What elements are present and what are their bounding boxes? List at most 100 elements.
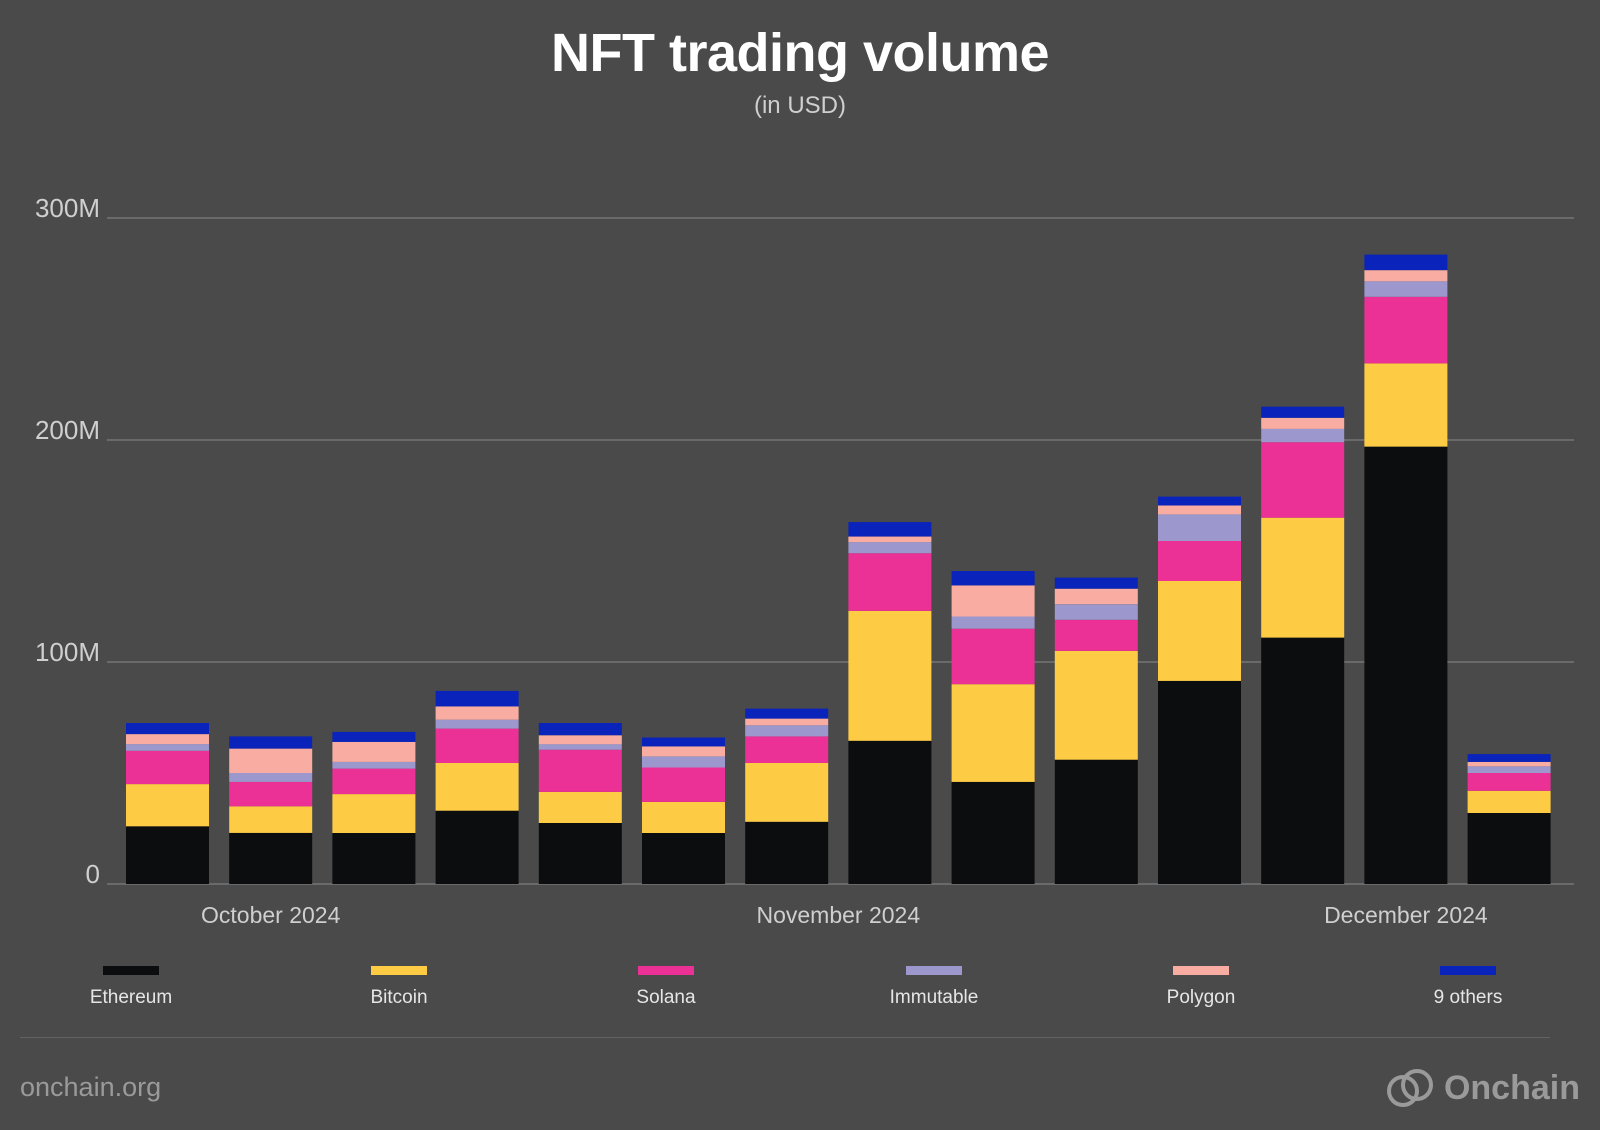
bar-segment-immutable (848, 542, 932, 554)
bar-segment-immutable (1467, 766, 1551, 773)
y-tick-label: 100M (35, 637, 100, 667)
bar-segment-9-others (229, 736, 313, 749)
bar-segment-immutable (951, 616, 1035, 629)
legend-item-bitcoin: Bitcoin (309, 966, 489, 1009)
bar-segment-polygon (1261, 417, 1345, 429)
chart-subtitle: (in USD) (753, 92, 846, 119)
y-tick-label: 300M (35, 193, 100, 223)
bar-segment-polygon (1364, 270, 1448, 282)
legend: Ethereum Bitcoin Solana Immutable Polygo… (45, 966, 1585, 1026)
bar-segment-immutable (435, 719, 519, 729)
bar-segment-solana (1467, 773, 1551, 791)
bar-segment-bitcoin (435, 763, 519, 811)
bar-segment-bitcoin (951, 684, 1035, 782)
bar-segment-bitcoin (848, 610, 932, 741)
bar-segment-bitcoin (229, 806, 313, 833)
bar-segment-solana (1054, 619, 1138, 651)
bar-segment-ethereum (1054, 759, 1138, 884)
bar-segment-polygon (951, 585, 1035, 617)
bar-segment-solana (951, 628, 1035, 685)
bar-segment-9-others (1261, 406, 1345, 418)
bar-segment-9-others (1158, 496, 1241, 506)
bar-segment-bitcoin (642, 801, 725, 833)
bar-segment-polygon (745, 718, 829, 726)
bar-segment-immutable (332, 761, 416, 769)
y-tick-label: 200M (35, 415, 100, 445)
bar-segment-solana (435, 728, 519, 763)
bar-segment-ethereum (229, 832, 313, 884)
bar-segment-polygon (642, 746, 725, 757)
source-text[interactable]: onchain.org (20, 1072, 162, 1102)
bar-segment-bitcoin (1364, 363, 1448, 447)
bar-segment-solana (642, 767, 725, 802)
legend-label-immutable: Immutable (889, 987, 979, 1008)
bar-segment-9-others (745, 708, 829, 719)
x-axis-label: December 2024 (1324, 902, 1488, 928)
bar-segment-bitcoin (126, 784, 209, 827)
bar-segment-9-others (332, 731, 416, 742)
brand-name: Onchain (1443, 1068, 1580, 1107)
bar-segment-9-others (538, 723, 622, 736)
bar-segment-polygon (126, 734, 209, 745)
footer-divider (20, 1037, 1550, 1038)
bar-segment-immutable (1261, 428, 1345, 443)
legend-swatch-bitcoin (371, 966, 427, 975)
bar-segment-polygon (848, 536, 932, 543)
x-axis-label: November 2024 (756, 902, 920, 928)
bar-segment-immutable (1364, 281, 1448, 297)
legend-label-bitcoin: Bitcoin (370, 987, 428, 1008)
bar-segment-ethereum (332, 832, 416, 884)
bar-segment-bitcoin (1467, 790, 1551, 813)
bar-segment-9-others (1467, 754, 1551, 762)
bar-segment-immutable (126, 744, 209, 751)
legend-item-ethereum: Ethereum (41, 966, 221, 1009)
bar-segment-9-others (1054, 577, 1138, 589)
y-tick-label: 0 (86, 859, 100, 889)
bar-segment-solana (745, 736, 829, 763)
bar-segment-solana (126, 750, 209, 785)
bar-segment-ethereum (1261, 637, 1345, 884)
bar-segment-solana (332, 768, 416, 795)
onchain-logo-icon (1386, 1069, 1433, 1107)
bar-segment-ethereum (642, 832, 725, 884)
bar-segment-immutable (229, 773, 313, 782)
legend-label-ethereum: Ethereum (89, 987, 173, 1008)
bar-segment-bitcoin (538, 791, 622, 823)
bar-segment-polygon (229, 748, 313, 773)
bar-segment-ethereum (1467, 813, 1551, 884)
bar-segment-polygon (1467, 761, 1551, 767)
legend-item-polygon: Polygon (1111, 966, 1291, 1009)
bar-segment-ethereum (435, 810, 519, 884)
legend-label-9-others: 9 others (1433, 987, 1503, 1008)
bar-segment-bitcoin (1054, 650, 1138, 760)
bar-segment-bitcoin (332, 794, 416, 833)
bar-segment-immutable (1054, 604, 1138, 620)
bar-segment-solana (1261, 442, 1345, 518)
x-axis-label: October 2024 (201, 902, 341, 928)
bar-segment-9-others (126, 723, 209, 735)
bar-segment-9-others (642, 737, 725, 747)
bar-segment-polygon (538, 735, 622, 745)
legend-item-solana: Solana (576, 966, 756, 1009)
bar-segment-immutable (538, 744, 622, 750)
bar-segment-solana (1364, 296, 1448, 364)
bar-segment-polygon (1054, 588, 1138, 605)
bar-segment-ethereum (1364, 446, 1448, 884)
bar-segment-bitcoin (1158, 581, 1241, 681)
legend-swatch-ethereum (103, 966, 159, 975)
bar-segment-solana (538, 749, 622, 792)
bar-segment-9-others (951, 571, 1035, 586)
chart-title: NFT trading volume (550, 23, 1050, 83)
bar-segment-immutable (642, 756, 725, 768)
legend-label-polygon: Polygon (1166, 987, 1236, 1008)
bar-segment-ethereum (848, 740, 932, 884)
bar-segment-ethereum (126, 826, 209, 884)
bar-segment-9-others (435, 690, 519, 707)
bar-segment-polygon (1158, 505, 1241, 515)
bar-segment-ethereum (1158, 680, 1241, 884)
bar-segment-polygon (435, 706, 519, 720)
legend-swatch-9-others (1440, 966, 1496, 975)
legend-swatch-polygon (1173, 966, 1229, 975)
stacked-bar-chart: 0 100M 200M 300M October 2024 November 2024 De… (35, 193, 1574, 928)
legend-item-9-others: 9 others (1378, 966, 1558, 1009)
